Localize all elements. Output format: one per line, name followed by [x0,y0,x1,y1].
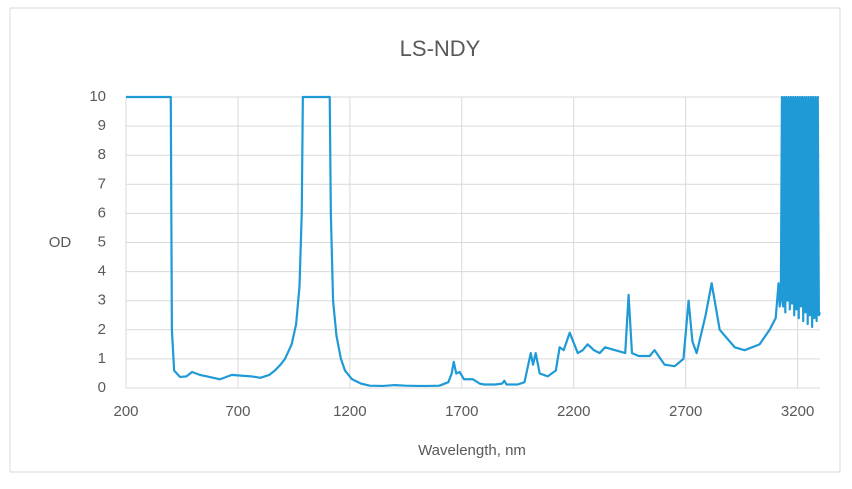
y-tick-label: 4 [98,263,106,280]
y-tick-label: 9 [98,117,106,134]
x-tick-label: 200 [113,403,138,420]
y-tick-label: 3 [98,292,106,309]
x-tick-label: 1700 [445,403,478,420]
x-tick-label: 700 [225,403,250,420]
x-axis-label: Wavelength, nm [418,442,526,459]
y-tick-label: 1 [98,350,106,367]
chart-frame [9,7,841,473]
y-tick-label: 6 [98,204,106,221]
x-tick-label: 1200 [333,403,366,420]
y-tick-label: 2 [98,321,106,338]
y-tick-label: 5 [98,233,106,250]
data-line [126,95,822,388]
y-axis-label: OD [49,234,72,251]
y-tick-label: 0 [98,379,106,396]
x-tick-label: 2700 [669,403,702,420]
x-tick-label: 3200 [781,403,814,420]
y-tick-label: 7 [98,175,106,192]
y-tick-label: 8 [98,146,106,163]
y-tick-label: 10 [89,88,106,105]
x-tick-label: 2200 [557,403,590,420]
chart-title: LS-NDY [400,36,481,61]
